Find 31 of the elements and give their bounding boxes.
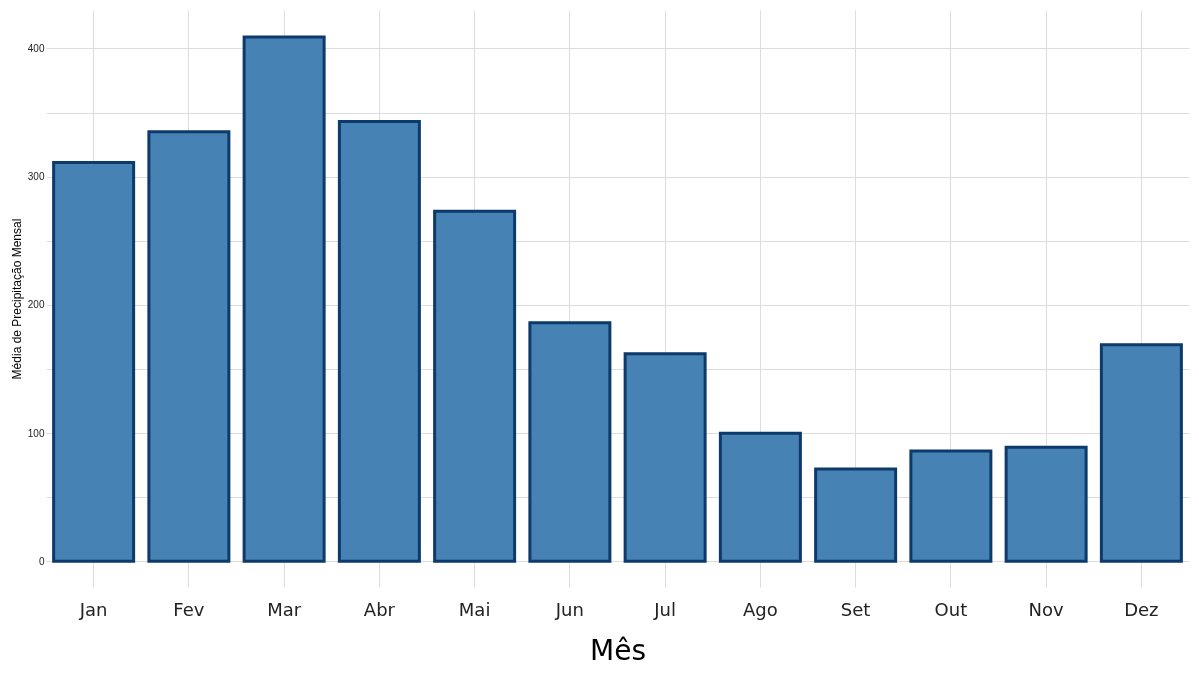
bar	[147, 130, 231, 563]
y-tick-label: 0	[38, 555, 45, 567]
x-tick-label: Jul	[653, 598, 676, 620]
x-tick-label: Dez	[1124, 598, 1159, 620]
y-tick-label: 100	[27, 427, 45, 439]
y-tick-label: 300	[27, 171, 45, 183]
x-tick-label: Jun	[554, 598, 584, 620]
bar	[337, 120, 421, 563]
x-tick-label: Jan	[78, 598, 108, 620]
bar	[52, 161, 136, 563]
bar	[528, 321, 612, 563]
bar	[623, 352, 707, 563]
x-tick-label: Mar	[267, 598, 302, 620]
x-tick-label: Abr	[363, 598, 396, 620]
bar	[909, 449, 993, 563]
bar	[1099, 343, 1183, 563]
x-tick-label: Out	[934, 598, 968, 620]
x-tick-label: Fev	[173, 598, 205, 620]
bar	[242, 35, 326, 563]
y-tick-label: 400	[27, 42, 45, 54]
bar	[718, 431, 802, 563]
x-tick-label: Set	[840, 598, 871, 620]
y-tick-label: 200	[27, 299, 45, 311]
x-tick-label: Mai	[458, 598, 491, 620]
x-tick-label: Ago	[742, 598, 778, 620]
x-tick-label: Nov	[1028, 598, 1065, 620]
bar	[814, 467, 898, 563]
x-axis-title: Mês	[590, 633, 646, 667]
y-axis-title: Média de Precipitação Mensal	[9, 218, 24, 380]
bar	[1004, 445, 1088, 563]
bar	[433, 209, 517, 563]
